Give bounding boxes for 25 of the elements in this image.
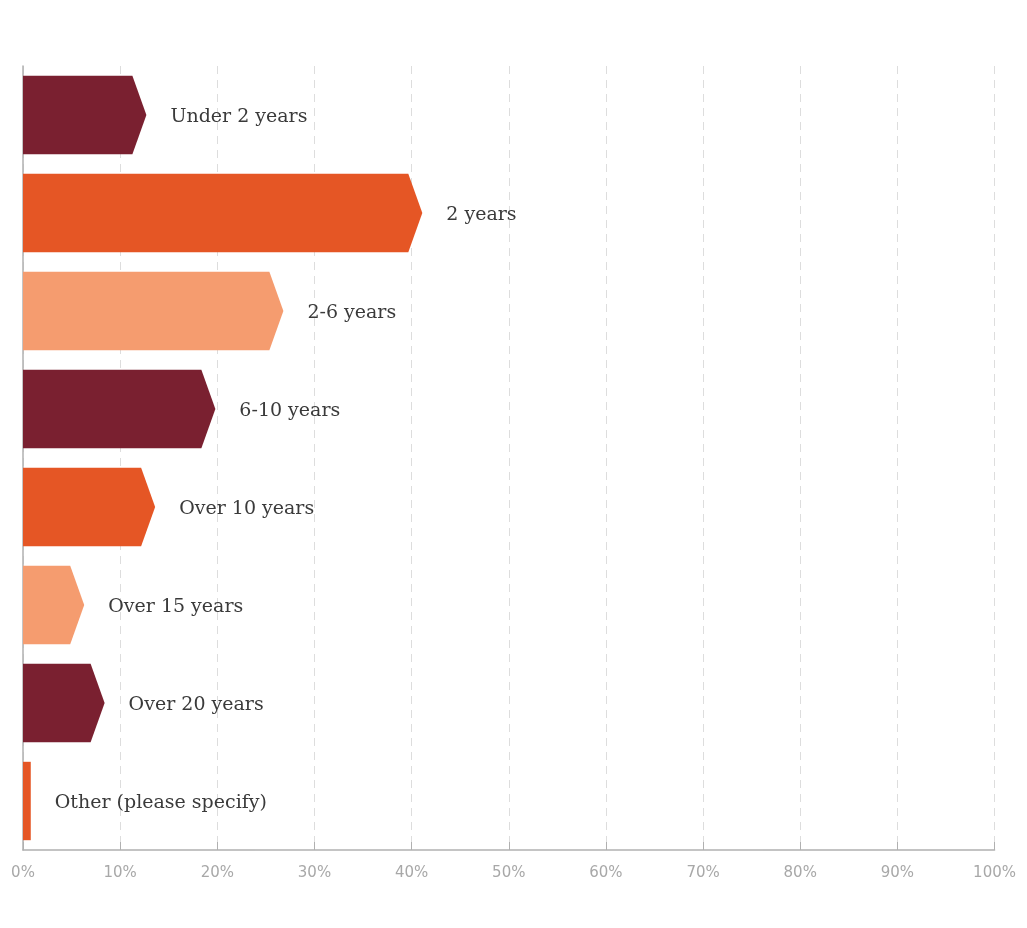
x-tick-label: 20% [200,862,234,881]
x-tick-label: 40% [394,862,429,881]
x-tick-label: 90% [880,862,915,881]
bar [23,75,147,155]
y-tick-label: 2 years [446,202,517,224]
y-tick-label: 6-10 years [239,398,341,420]
x-tick-label: 70% [686,862,720,881]
x-tick-label: 0% [11,862,35,881]
y-tick-label: Over 10 years [179,496,315,518]
x-tick-label: 10% [103,862,137,881]
x-tick-label: 60% [589,862,623,881]
bar [23,173,423,253]
y-tick-label: 2-6 years [307,300,397,322]
x-tick-label: 100% [973,862,1016,881]
bar [23,369,216,449]
y-tick-label: Other (please specify) [54,790,267,812]
bar [23,761,31,841]
x-tick-label: 50% [492,862,526,881]
x-tick-label: 30% [297,862,332,881]
y-tick-label: Over 20 years [128,692,264,714]
bar [23,271,284,351]
bar [23,467,156,547]
y-tick-label: Over 15 years [108,594,244,616]
x-tick-label: 80% [783,862,817,881]
y-tick-label: Under 2 years [170,104,308,126]
